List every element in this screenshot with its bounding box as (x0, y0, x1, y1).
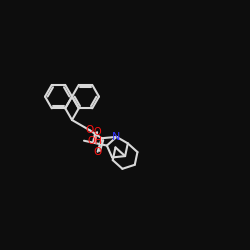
Text: O: O (94, 147, 102, 157)
Text: N: N (112, 132, 121, 142)
Text: OH: OH (87, 136, 102, 146)
Text: O: O (86, 125, 94, 135)
Text: O: O (93, 127, 101, 137)
